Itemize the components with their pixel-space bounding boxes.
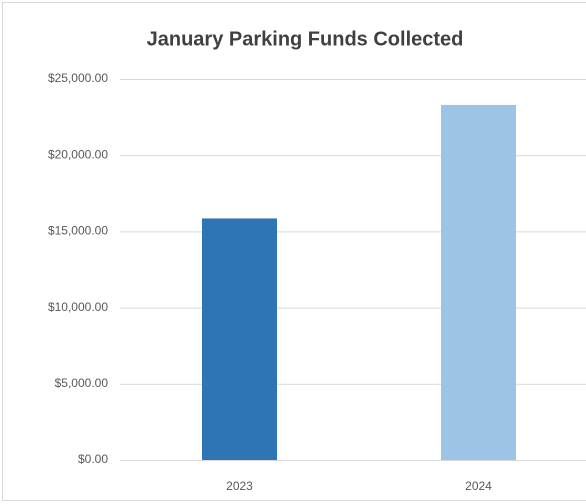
y-tick-label: $15,000.00 — [48, 224, 108, 238]
bar — [441, 104, 516, 461]
y-tick-label: $25,000.00 — [48, 71, 108, 85]
y-tick-label: $20,000.00 — [48, 147, 108, 161]
y-tick-label: $5,000.00 — [55, 376, 109, 390]
y-tick-label: $10,000.00 — [48, 300, 108, 314]
y-tick-label: $0.00 — [78, 452, 108, 466]
x-tick-label: 2024 — [465, 479, 492, 493]
bar — [202, 218, 277, 460]
x-tick-label: 2023 — [226, 479, 253, 493]
chart-title: January Parking Funds Collected — [147, 28, 464, 50]
